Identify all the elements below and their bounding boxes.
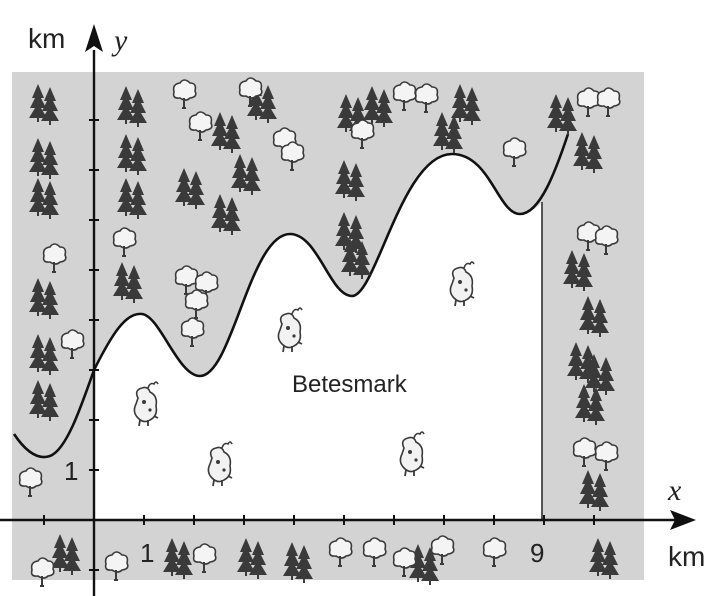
x-axis-label: x	[667, 474, 682, 507]
x-axis-arrow-icon	[670, 510, 696, 530]
y-axis-arrow-icon	[85, 24, 103, 52]
x-tick-label-1: 1	[140, 538, 154, 568]
x-tick-label-9: 9	[530, 538, 544, 568]
boundary-curve	[12, 133, 570, 459]
region-label: Betesmark	[292, 371, 408, 398]
pasture-area	[94, 154, 542, 520]
y-unit-label: km	[28, 23, 65, 54]
y-axis-label: y	[111, 24, 128, 57]
y-ticks	[89, 119, 99, 571]
x-ticks	[43, 515, 595, 525]
y-tick-label-1: 1	[64, 456, 78, 486]
x-unit-label: km	[668, 541, 705, 572]
